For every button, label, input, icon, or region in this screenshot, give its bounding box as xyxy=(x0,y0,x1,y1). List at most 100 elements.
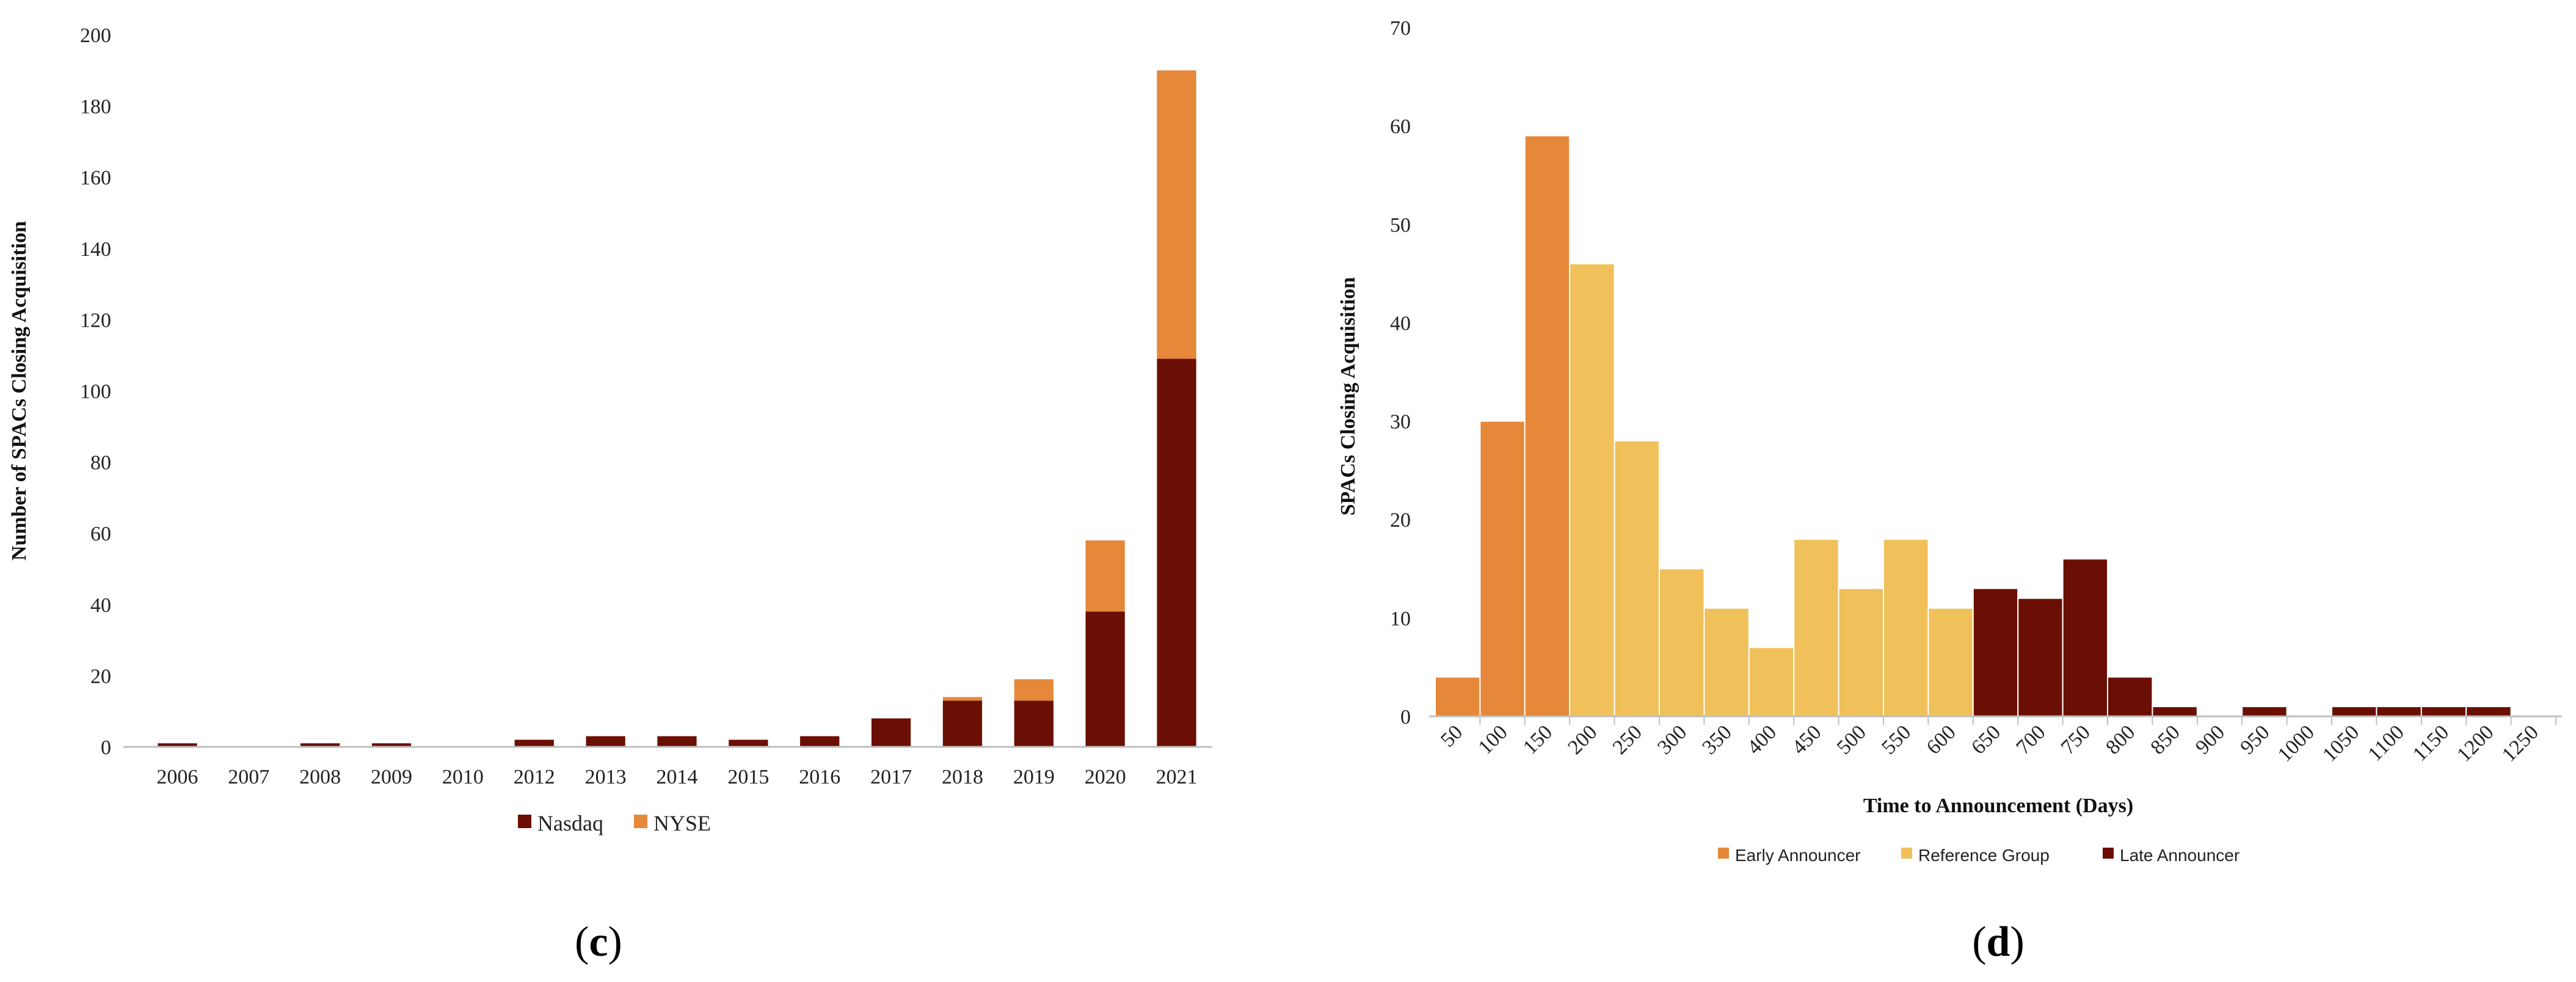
chart-d-x-tick-label: 700 xyxy=(2012,721,2050,758)
chart-d-x-tick-label: 1100 xyxy=(2363,721,2408,765)
chart-d-y-axis-title: SPACs Closing Acquisition xyxy=(1337,277,1359,516)
chart-d-legend-label-late: Late Announcer xyxy=(2120,846,2239,865)
chart-d-bar-150 xyxy=(1524,135,1571,717)
chart-c-bar-nasdaq-2020 xyxy=(1085,611,1125,747)
chart-d-x-tick-label: 250 xyxy=(1609,721,1646,758)
chart-c-bar-nasdaq-2019 xyxy=(1014,700,1053,747)
chart-d-x-tick-label: 550 xyxy=(1877,721,1915,758)
chart-c-x-tick-label: 2008 xyxy=(299,766,341,788)
chart-d-x-tick-label: 950 xyxy=(2236,721,2274,758)
chart-c-bar-nasdaq-2008 xyxy=(300,743,340,747)
chart-d-y-tick-label: 10 xyxy=(1390,608,1411,630)
chart-c-y-tick-label: 100 xyxy=(80,380,111,403)
chart-d-bar-300 xyxy=(1659,568,1705,717)
chart-d-bar-500 xyxy=(1838,587,1885,717)
chart-d-bar-350 xyxy=(1703,607,1750,717)
chart-c-bar-nasdaq-2016 xyxy=(800,736,840,747)
chart-d-x-tick-label: 450 xyxy=(1788,721,1825,758)
chart-d-bar-600 xyxy=(1927,607,1974,717)
chart-d-x-tick-label: 500 xyxy=(1833,721,1871,758)
chart-c-panel-label: (c) xyxy=(575,918,622,966)
chart-d-x-tick-label: 50 xyxy=(1436,721,1467,751)
chart-d-bar-700 xyxy=(2017,597,2064,718)
chart-c-y-tick-label: 0 xyxy=(101,736,111,759)
chart-c-y-tick-label: 200 xyxy=(80,24,111,47)
chart-c-y-tick-label: 120 xyxy=(80,309,111,332)
chart-c-y-tick-label: 40 xyxy=(90,594,111,617)
chart-d-y-tick-label: 70 xyxy=(1390,17,1411,40)
chart-c-bar-nasdaq-2021 xyxy=(1157,358,1196,747)
chart-d-x-tick-label: 400 xyxy=(1743,721,1781,758)
chart-c-x-tick-label: 2018 xyxy=(942,766,983,788)
chart-d-bar-750 xyxy=(2062,558,2109,718)
chart-d-x-axis-title: Time to Announcement (Days) xyxy=(1863,795,2133,817)
chart-c-bar-nyse-2019 xyxy=(1014,679,1053,701)
chart-c-bar-nasdaq-2012 xyxy=(514,740,554,747)
chart-d-x-tick-label: 1000 xyxy=(2274,721,2319,766)
chart-c-x-tick-label: 2016 xyxy=(799,766,840,788)
chart-c-bar-nyse-2018 xyxy=(942,697,983,701)
chart-d-y-tick-label: 50 xyxy=(1390,214,1411,236)
chart-d-bar-400 xyxy=(1748,647,1795,717)
chart-c-x-tick-label: 2019 xyxy=(1013,766,1055,788)
chart-c-legend-swatch-nyse xyxy=(634,815,647,828)
chart-c-bar-nasdaq-2009 xyxy=(371,743,412,747)
chart-d-bar-250 xyxy=(1614,440,1661,717)
chart-d-bar-1150 xyxy=(2420,705,2467,718)
chart-c-y-tick-label: 140 xyxy=(80,238,111,261)
chart-d-bars xyxy=(1435,135,2512,718)
chart-c-x-tick-label: 2010 xyxy=(442,766,484,788)
chart-d-x-tick-label: 1250 xyxy=(2498,721,2543,766)
chart-d-y-axis: 0 10 20 30 40 50 60 70 xyxy=(1390,17,1411,729)
chart-d-x-axis: 50 100 150 200 250 300 350 400 450 500 550 600 650 70… xyxy=(1436,716,2556,766)
chart-d-bar-50 xyxy=(1435,676,1481,717)
chart-c-legend-label-nyse: NYSE xyxy=(653,811,711,835)
chart-c-x-tick-label: 2015 xyxy=(727,766,769,788)
chart-c-x-tick-label: 2006 xyxy=(156,766,198,788)
chart-c-x-tick-label: 2020 xyxy=(1085,766,1126,788)
chart-c-x-tick-label: 2009 xyxy=(371,766,412,788)
chart-c-x-tick-label: 2013 xyxy=(585,766,627,788)
chart-d-x-tick-label: 650 xyxy=(1967,721,2005,758)
chart-d-bar-1100 xyxy=(2376,705,2422,718)
chart-c-y-axis: 0 20 40 60 80 100 120 140 160 180 200 xyxy=(80,24,111,759)
chart-d-legend-label-reference: Reference Group xyxy=(1918,846,2050,865)
chart-d-x-tick-label: 1200 xyxy=(2453,721,2498,766)
chart-d-legend-label-early: Early Announcer xyxy=(1735,846,1860,865)
chart-c-bar-nasdaq-2006 xyxy=(158,743,197,747)
chart-d-x-tick-label: 1050 xyxy=(2318,721,2363,766)
chart-d-y-tick-label: 40 xyxy=(1390,312,1411,335)
chart-d-legend-swatch-reference xyxy=(1901,848,1912,859)
chart-c-bar-nasdaq-2015 xyxy=(729,740,768,747)
chart-d-x-tick-label: 1150 xyxy=(2409,721,2453,765)
chart-d-bar-200 xyxy=(1569,263,1615,717)
chart-d-x-tick-label: 300 xyxy=(1653,721,1691,758)
chart-d-x-tick-label: 350 xyxy=(1698,721,1736,758)
chart-d-bar-850 xyxy=(2152,705,2198,718)
chart-c-legend-label-nasdaq: Nasdaq xyxy=(537,811,603,835)
chart-d-y-tick-label: 0 xyxy=(1400,706,1411,729)
chart-d-x-tick-label: 150 xyxy=(1519,721,1557,758)
chart-d-bar-1050 xyxy=(2331,705,2378,718)
chart-d-legend: Early Announcer Reference Group Late Annou… xyxy=(1718,846,2239,865)
chart-d-panel-label: (d) xyxy=(1972,918,2025,966)
chart-c-bar-nyse-2021 xyxy=(1157,70,1196,359)
chart-c-x-tick-label: 2021 xyxy=(1156,766,1198,788)
chart-d-legend-swatch-early xyxy=(1718,848,1729,859)
chart-d-y-tick-label: 30 xyxy=(1390,411,1411,434)
chart-c-y-tick-label: 180 xyxy=(80,96,111,118)
chart-c-x-tick-label: 2014 xyxy=(657,766,698,788)
chart-c-bar-nasdaq-2018 xyxy=(942,700,983,747)
chart-c-x-axis: 2006 2007 2008 2009 2010 2012 2013 2014 2015 2016… xyxy=(156,766,1197,788)
chart-c-x-tick-label: 2012 xyxy=(514,766,555,788)
chart-d-x-tick-label: 200 xyxy=(1563,721,1601,758)
chart-d-x-tick-label: 600 xyxy=(1923,721,1960,758)
chart-d-x-tick-label: 750 xyxy=(2057,721,2095,758)
chart-c-legend-swatch-nasdaq xyxy=(518,815,531,828)
chart-d-bar-100 xyxy=(1479,420,1526,717)
chart-d-bar-550 xyxy=(1883,538,1929,717)
chart-c-bars xyxy=(158,70,1196,747)
chart-c-bar-nasdaq-2014 xyxy=(657,736,697,747)
chart-c-bar-nasdaq-2013 xyxy=(586,736,625,747)
